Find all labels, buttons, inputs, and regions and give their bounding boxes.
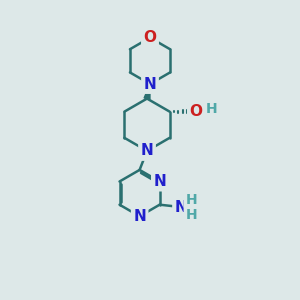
Text: O: O xyxy=(143,30,157,45)
Polygon shape xyxy=(144,84,150,99)
Text: N: N xyxy=(153,174,166,189)
Text: H: H xyxy=(206,102,217,116)
Text: N: N xyxy=(144,76,156,92)
Text: H: H xyxy=(206,102,217,116)
Text: H: H xyxy=(186,208,197,222)
Text: N: N xyxy=(141,143,153,158)
Text: H: H xyxy=(186,208,197,222)
Text: N: N xyxy=(175,200,188,214)
Text: O: O xyxy=(189,104,202,119)
Text: N: N xyxy=(141,143,153,158)
Text: N: N xyxy=(144,76,156,92)
Text: O: O xyxy=(189,104,202,119)
Text: N: N xyxy=(133,209,146,224)
Text: N: N xyxy=(153,174,166,189)
Text: N: N xyxy=(133,209,146,224)
Text: H: H xyxy=(186,193,197,207)
Text: N: N xyxy=(175,200,188,214)
Text: O: O xyxy=(143,30,157,45)
Text: H: H xyxy=(186,193,197,207)
